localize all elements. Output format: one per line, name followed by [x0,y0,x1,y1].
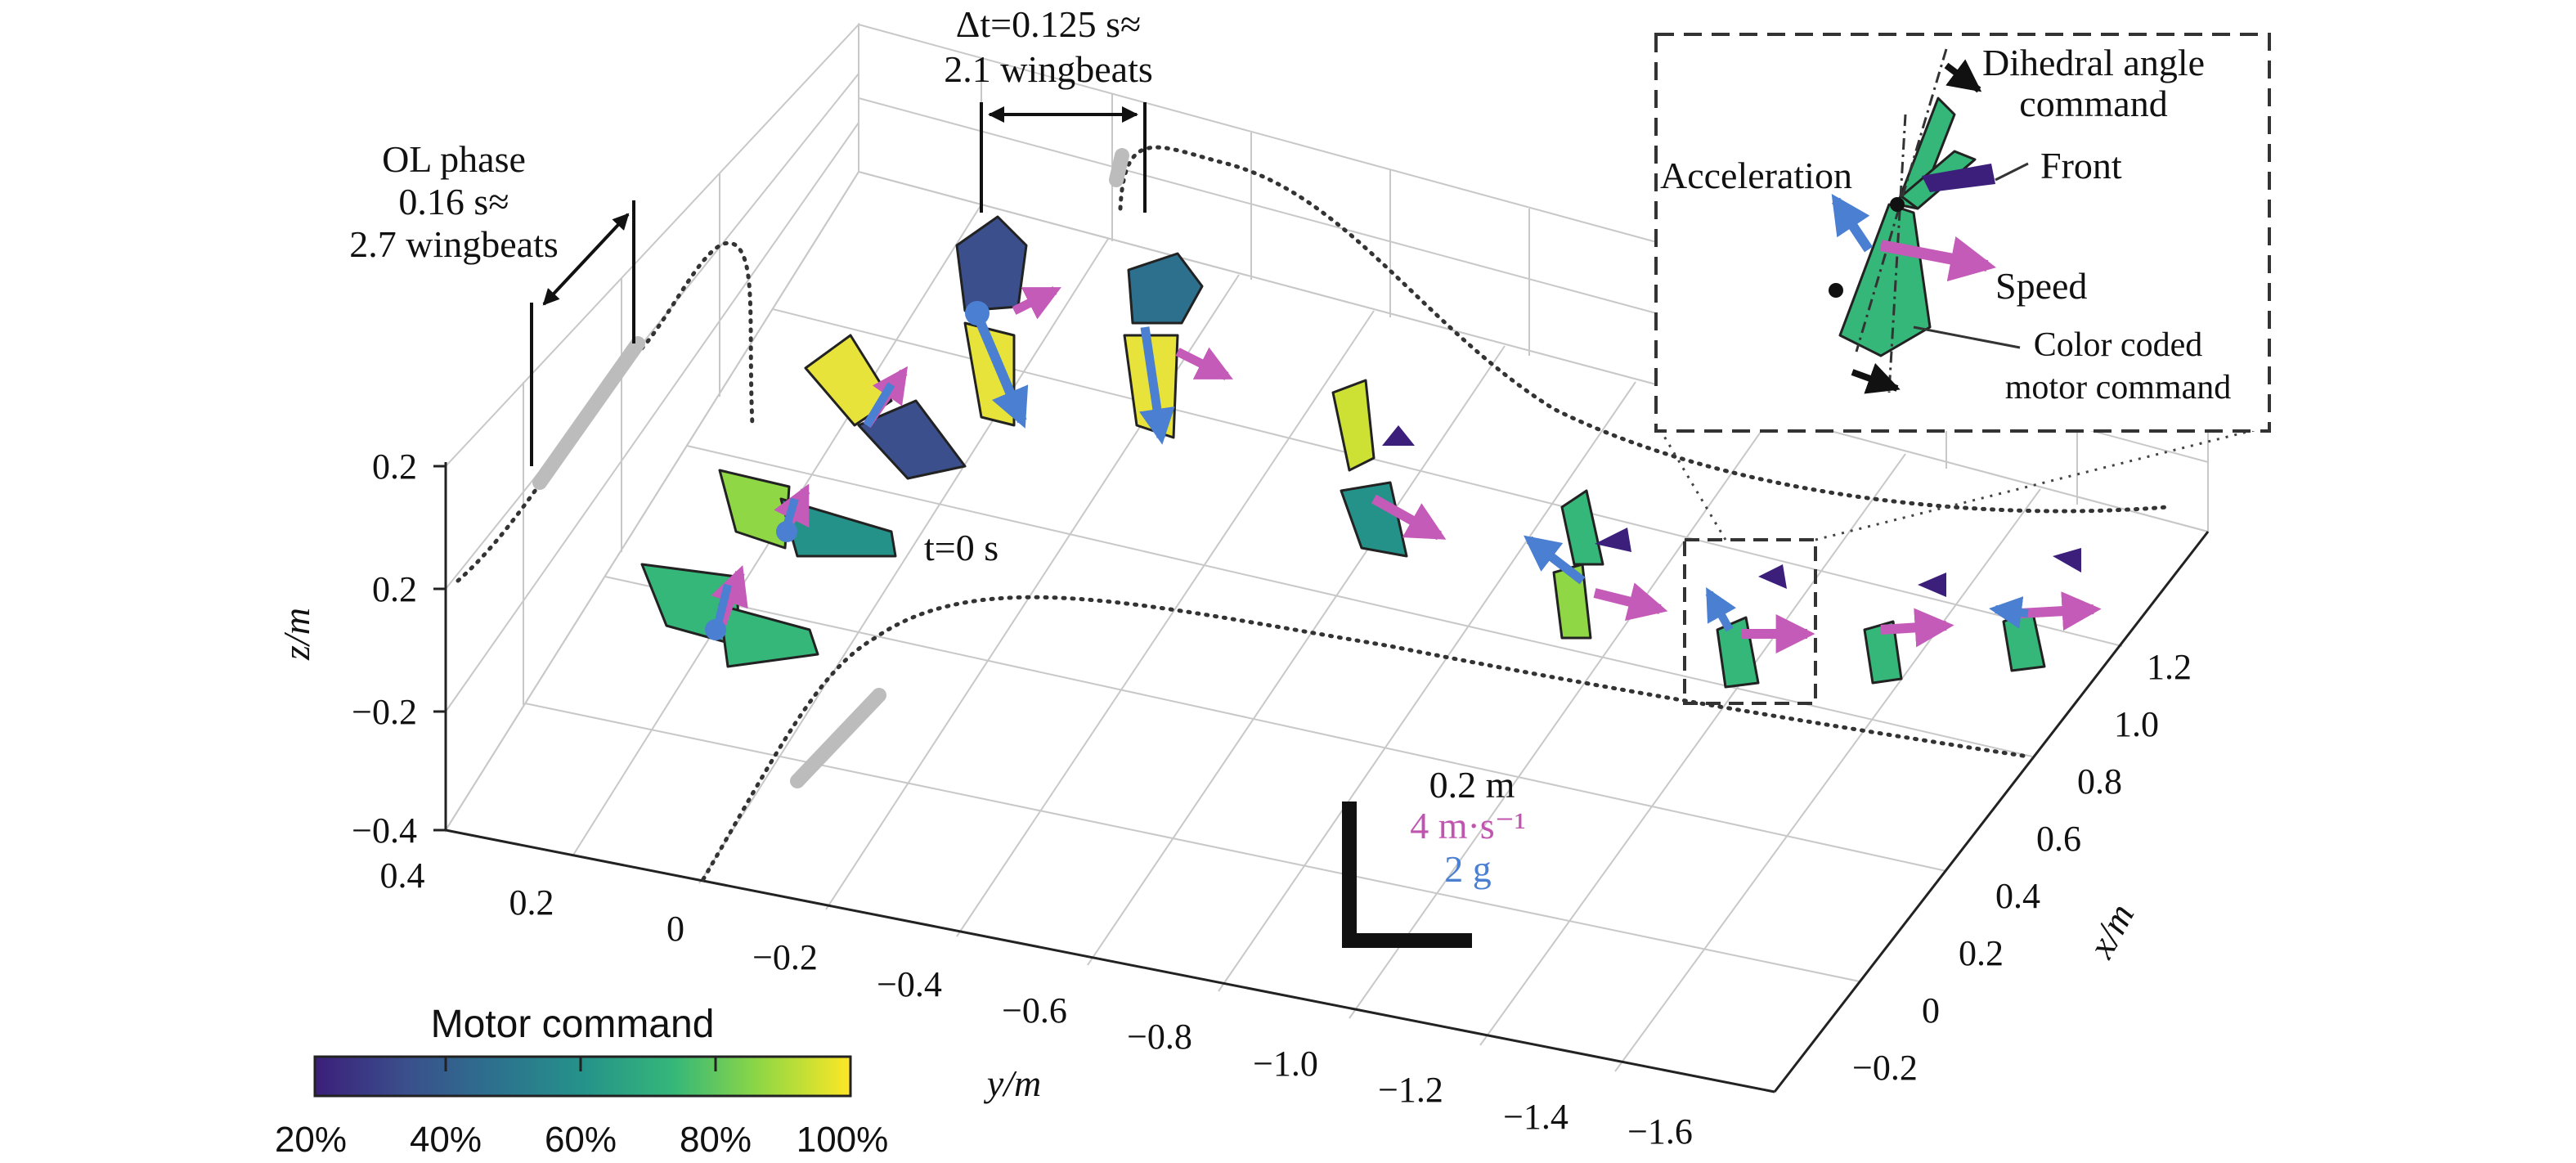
t0-label: t=0 s [924,527,999,568]
svg-text:0.16 s≈: 0.16 s≈ [398,181,509,222]
inset-front-label: Front [2040,145,2122,186]
axes-lines [444,462,2210,1093]
colorbar: Motor command 20% 40% 60% 80% 100% [275,1003,888,1160]
inset-speed-label: Speed [1995,265,2087,307]
y-tick-label: −0.6 [1002,990,1067,1031]
inset-dihedral-label: command [2019,83,2167,124]
colorbar-tick: 80% [680,1120,752,1160]
z-ticks: 0.2 0.2 −0.2 −0.4 [352,447,446,851]
snapshot-8 [1705,564,1815,689]
inset-panel: Dihedral angle command Acceleration Fron… [1654,33,2271,433]
x-ticks: −0.2 0 0.2 0.4 0.6 0.8 1.0 1.2 [1852,647,2192,1088]
trajectory-lines [456,145,2258,882]
y-tick-label: 0.4 [380,855,425,896]
inset-acceleration-label: Acceleration [1660,155,1852,196]
snapshot-1 [640,563,819,668]
y-ticks: 0.4 0.2 0 −0.2 −0.4 −0.6 −0.8 −1.0 −1.2 … [380,855,1693,1152]
y-tick-label: 0.2 [509,882,554,923]
svg-text:OL phase: OL phase [382,138,526,180]
z-tick-label: −0.4 [352,811,417,851]
y-axis-label: y/m [984,1062,1041,1104]
z-tick-label: −0.2 [352,692,417,732]
snapshot-5 [1123,252,1233,445]
ol-phase-label: OL phase 0.16 s≈ 2.7 wingbeats [349,138,559,265]
scale-acc-text: 2 g [1444,848,1492,890]
y-tick-label: −1.2 [1378,1070,1443,1110]
x-tick-label: 0 [1922,990,1940,1031]
snapshot-7 [1524,489,1668,640]
snapshot-2 [718,469,897,558]
x-tick-label: 1.2 [2147,647,2192,687]
colorbar-tick: 40% [410,1120,482,1160]
y-tick-label: −0.4 [877,964,942,1004]
colorbar-tick: 20% [275,1120,347,1160]
z-tick-label: 0.2 [372,447,417,487]
inset-color-label: motor command [2005,369,2231,406]
snapshot-4 [955,215,1061,429]
scale-bar: 0.2 m 4 m·s⁻¹ 2 g [1342,764,1526,948]
y-tick-label: −1.4 [1503,1097,1568,1137]
x-tick-label: 0.2 [1959,933,2004,973]
inset-color-label: Color coded [2034,326,2202,364]
z-axis-label: z/m [276,608,317,661]
snapshot-10 [1989,548,2102,672]
svg-text:0.2 m: 0.2 m [1429,764,1515,806]
x-tick-label: 1.0 [2114,704,2159,744]
y-tick-label: −1.0 [1253,1044,1318,1084]
scale-speed-text: 4 m·s⁻¹ [1410,805,1526,846]
svg-text:2.7 wingbeats: 2.7 wingbeats [349,223,559,265]
svg-text:2.1 wingbeats: 2.1 wingbeats [944,48,1153,90]
colorbar-tick: 60% [545,1120,617,1160]
x-tick-label: 0.6 [2036,819,2081,859]
x-tick-label: −0.2 [1852,1048,1918,1088]
y-tick-label: −1.6 [1627,1111,1693,1152]
zoom-box [1683,538,1817,705]
z-tick-label: 0.2 [372,569,417,609]
x-tick-label: 0.8 [2077,761,2122,802]
snapshot-3 [804,334,967,480]
annotations [530,102,1147,466]
colorbar-tick: 100% [797,1120,889,1160]
colorbar-title: Motor command [431,1003,715,1046]
y-tick-label: −0.8 [1127,1017,1192,1057]
snapshot-6 [1331,379,1447,558]
svg-text:Δt=0.125 s≈: Δt=0.125 s≈ [956,3,1141,45]
snapshot-9 [1863,573,1954,685]
inset-dihedral-label: Dihedral angle [1982,42,2205,83]
x-tick-label: 0.4 [1995,876,2040,916]
y-tick-label: 0 [666,909,684,949]
y-tick-label: −0.2 [752,937,818,977]
x-axis-label: x/m [2080,896,2143,964]
dt-label: Δt=0.125 s≈ 2.1 wingbeats [944,3,1153,90]
